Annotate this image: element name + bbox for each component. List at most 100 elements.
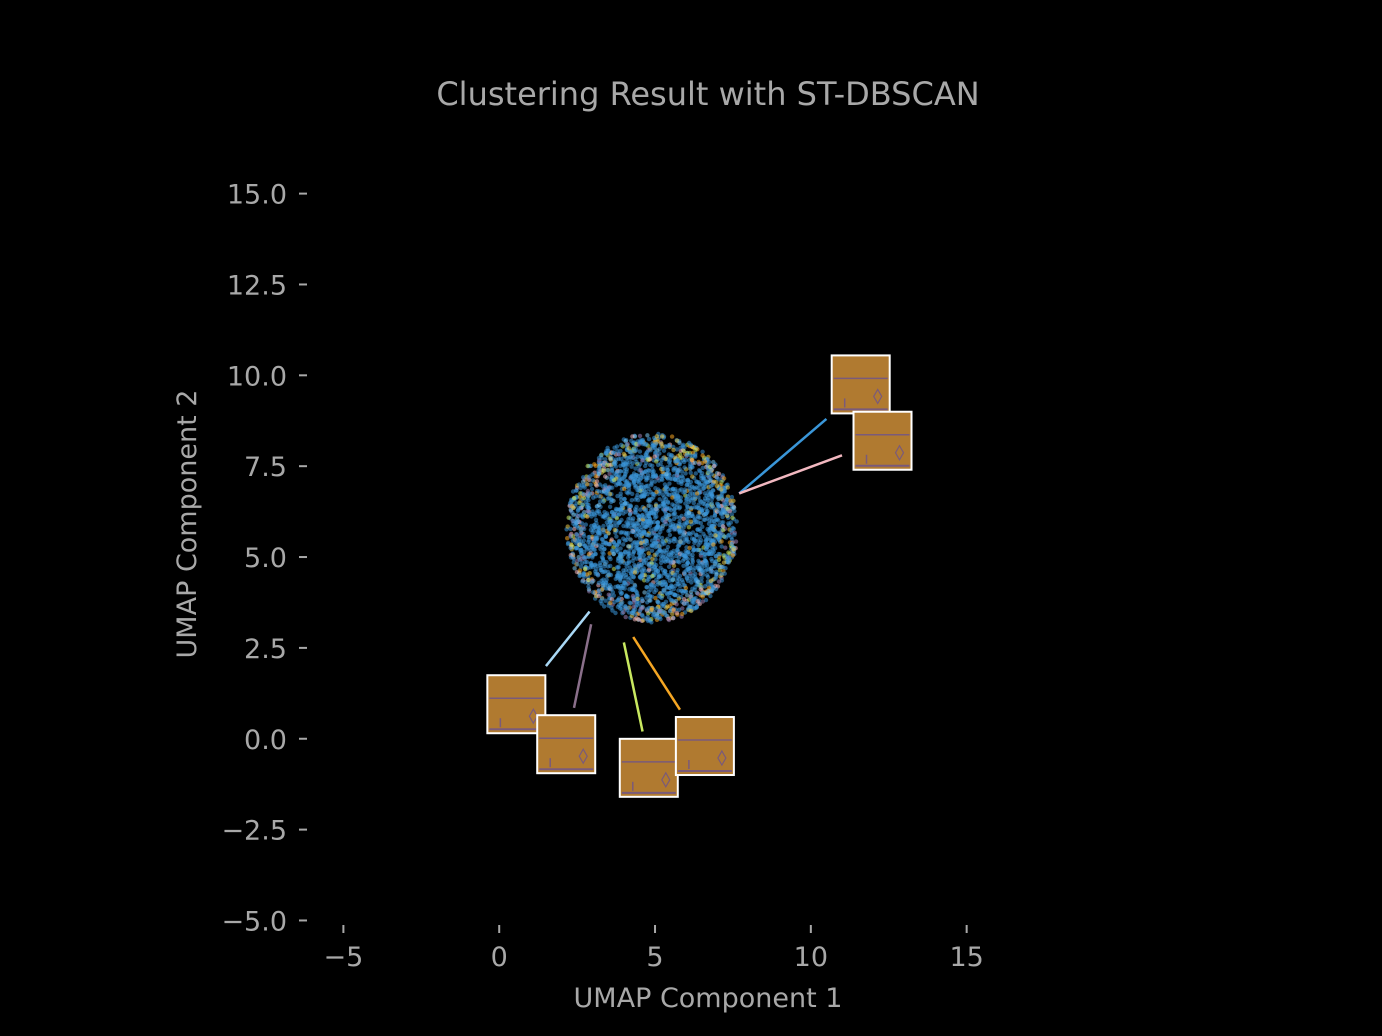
scatter-point [667, 539, 672, 545]
scatter-point [641, 514, 646, 520]
scatter-point [723, 535, 729, 540]
scatter-point [676, 559, 681, 564]
scatter-point [647, 563, 652, 568]
scatter-point [698, 587, 703, 592]
scatter-point [708, 569, 713, 574]
scatter-point [580, 561, 585, 566]
scatter-point [730, 553, 736, 558]
scatter-point [647, 617, 652, 623]
scatter-point [613, 584, 618, 590]
scatter-point [589, 563, 595, 568]
scatter-point [589, 580, 595, 585]
scatter-point [713, 533, 718, 538]
scatter-point [569, 542, 574, 548]
scatter-point [593, 517, 599, 523]
scatter-point [571, 512, 576, 517]
scatter-point [618, 448, 623, 454]
scatter-point [723, 545, 728, 550]
scatter-point [615, 573, 620, 578]
scatter-point [586, 535, 591, 540]
scatter-point [652, 479, 658, 484]
thumbnail-detail [894, 444, 905, 461]
scatter-point [638, 573, 643, 579]
scatter-point [633, 466, 638, 471]
scatter-point [654, 606, 659, 611]
scatter-point [589, 514, 594, 519]
scatter-point [682, 521, 687, 526]
scatter-point [683, 471, 688, 476]
scatter-point [639, 596, 645, 602]
scatter-point [623, 572, 629, 578]
scatter-point [729, 494, 735, 500]
scatter-point [649, 606, 655, 611]
scatter-point [652, 589, 657, 595]
scatter-point [601, 468, 607, 473]
scatter-point [709, 497, 714, 502]
scatter-point [700, 570, 705, 575]
scatter-point [693, 576, 699, 582]
scatter-point [685, 494, 690, 499]
scatter-point [650, 538, 655, 543]
scatter-point [654, 441, 659, 446]
scatter-point [601, 523, 606, 529]
scatter-point [660, 477, 665, 483]
y-tick-label: −5.0 [221, 906, 287, 937]
scatter-point [688, 594, 693, 599]
scatter-point [676, 607, 682, 612]
scatter-point [659, 535, 665, 541]
scatter-point [628, 475, 633, 480]
scatter-point [720, 507, 725, 512]
scatter-point [594, 479, 600, 484]
scatter-point [712, 463, 717, 469]
scatter-point [583, 499, 589, 505]
scatter-point [596, 471, 601, 477]
scatter-point [711, 542, 716, 547]
x-tick-label: 10 [794, 942, 828, 973]
scatter-point [686, 510, 692, 516]
x-tick-label: 15 [949, 942, 983, 973]
scatter-point [581, 571, 586, 577]
scatter-point [690, 474, 695, 479]
scatter-point [594, 483, 599, 488]
scatter-point [725, 485, 730, 490]
scatter-point [716, 471, 722, 476]
scatter-point [682, 489, 688, 495]
thumbnail-frame [830, 354, 891, 415]
scatter-point [619, 607, 624, 612]
scatter-point [667, 575, 672, 580]
scatter-point [616, 507, 621, 512]
scatter-point [660, 567, 665, 573]
scatter-point [674, 602, 679, 607]
scatter-point [575, 546, 580, 551]
scatter-point [660, 582, 665, 588]
scatter-point [667, 532, 673, 538]
scatter-point [565, 536, 570, 541]
scatter-point [666, 552, 672, 557]
scatter-point [622, 473, 628, 478]
scatter-point [633, 612, 638, 617]
scatter-point [654, 551, 659, 556]
scatter-point [566, 515, 571, 520]
scatter-point [647, 468, 652, 473]
scatter-point [693, 471, 698, 476]
scatter-point [721, 520, 726, 525]
scatter-point [590, 555, 595, 560]
scatter-point [619, 442, 624, 448]
scatter-point [700, 590, 705, 596]
scatter-point [654, 544, 660, 549]
thumbnail-detail [661, 771, 671, 789]
scatter-point [638, 467, 643, 473]
scatter-point [717, 568, 723, 573]
x-axis-label: UMAP Component 1 [574, 983, 843, 1014]
scatter-point [650, 531, 655, 536]
scatter-point [636, 517, 641, 522]
scatter-point [596, 502, 602, 508]
scatter-point [710, 587, 715, 593]
scatter-point [636, 464, 641, 469]
scatter-point [670, 551, 675, 556]
scatter-point [646, 546, 651, 551]
scatter-point [718, 510, 723, 515]
scatter-point [586, 584, 591, 589]
scatter-point [616, 478, 621, 484]
thumbnail-frame [852, 410, 913, 471]
